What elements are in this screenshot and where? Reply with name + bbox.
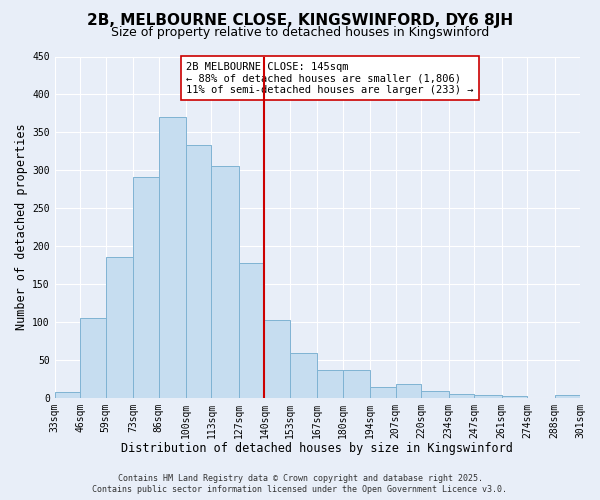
- Bar: [55, 392, 80, 398]
- Bar: [474, 396, 502, 398]
- Bar: [80, 318, 106, 398]
- Bar: [502, 396, 527, 398]
- Bar: [158, 117, 186, 398]
- Bar: [396, 384, 421, 398]
- Bar: [421, 391, 449, 398]
- Bar: [211, 166, 239, 398]
- Bar: [239, 262, 265, 398]
- Bar: [290, 353, 317, 398]
- Bar: [133, 177, 158, 398]
- Bar: [317, 370, 343, 398]
- Bar: [106, 258, 133, 398]
- Bar: [265, 320, 290, 398]
- Bar: [343, 370, 370, 398]
- X-axis label: Distribution of detached houses by size in Kingswinford: Distribution of detached houses by size …: [121, 442, 513, 455]
- Text: 2B, MELBOURNE CLOSE, KINGSWINFORD, DY6 8JH: 2B, MELBOURNE CLOSE, KINGSWINFORD, DY6 8…: [87, 12, 513, 28]
- Bar: [554, 396, 580, 398]
- Text: 2B MELBOURNE CLOSE: 145sqm
← 88% of detached houses are smaller (1,806)
11% of s: 2B MELBOURNE CLOSE: 145sqm ← 88% of deta…: [186, 62, 473, 95]
- Bar: [370, 387, 396, 398]
- Y-axis label: Number of detached properties: Number of detached properties: [15, 124, 28, 330]
- Bar: [449, 394, 474, 398]
- Text: Size of property relative to detached houses in Kingswinford: Size of property relative to detached ho…: [111, 26, 489, 39]
- Bar: [186, 145, 211, 398]
- Text: Contains HM Land Registry data © Crown copyright and database right 2025.
Contai: Contains HM Land Registry data © Crown c…: [92, 474, 508, 494]
